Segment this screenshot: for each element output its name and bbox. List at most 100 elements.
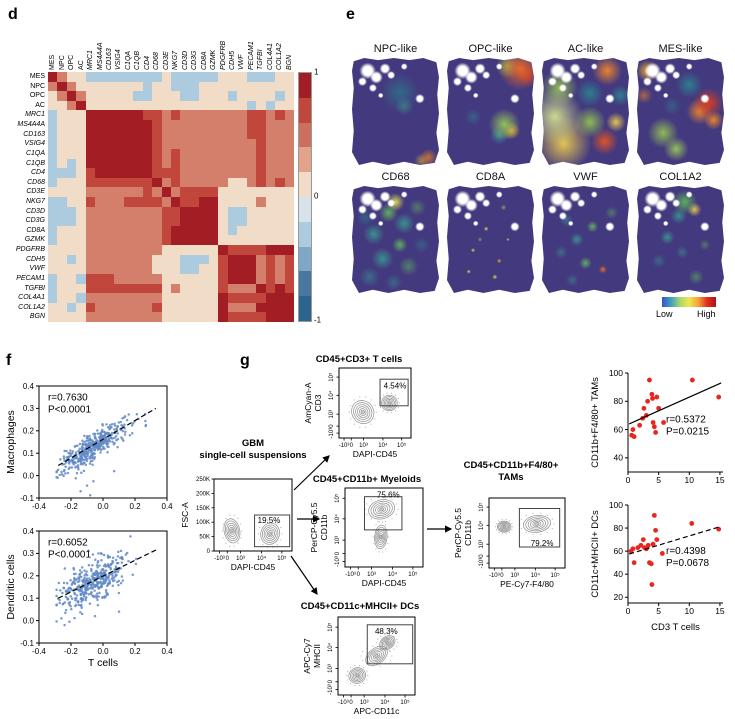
data-point — [127, 559, 130, 563]
data-point — [81, 439, 84, 442]
contour-ring — [355, 404, 371, 420]
heatmap-cell — [85, 91, 96, 101]
heatmap-cell — [180, 216, 190, 226]
heatmap-cell — [57, 158, 67, 169]
heatmap-cell — [142, 206, 153, 217]
heatmap-cell — [199, 235, 209, 246]
heatmap-cell — [275, 72, 285, 82]
data-point — [62, 455, 66, 458]
heatmap-cell — [123, 72, 134, 82]
heatmap-cell — [57, 187, 67, 197]
data-point — [111, 437, 114, 440]
heatmap-cell — [199, 158, 209, 169]
heatmap-cell — [85, 225, 96, 236]
heatmap-colorbar — [298, 72, 312, 322]
data-point — [75, 578, 78, 581]
data-point — [106, 451, 109, 454]
data-point — [86, 584, 89, 587]
heatmap-cell — [246, 216, 257, 226]
data-point — [123, 433, 127, 436]
heatmap-row-label: CDH5 — [25, 255, 45, 263]
data-point — [103, 431, 107, 435]
heatmap-row-label: CD3D — [25, 207, 45, 215]
flow-plot-gbm-gating: -10³ 0 10³ 10⁴ 10⁵ 0 50K 100K 150K 200K 250K DAPI-C… — [180, 477, 293, 572]
data-point — [87, 563, 91, 567]
contour-ring — [357, 406, 369, 418]
heatmap-row-label: VWF — [29, 265, 45, 273]
axis-text: P<0.0001 — [48, 550, 92, 561]
heatmap-cell — [66, 139, 77, 149]
heatmap-cell — [161, 235, 171, 246]
data-point — [76, 588, 80, 591]
axis-text: FSC-A — [180, 502, 190, 528]
data-point — [104, 579, 108, 583]
axis-text: 10⁴ — [328, 390, 335, 400]
heatmap-cell — [227, 206, 238, 217]
heatmap-col-label: C1QB — [134, 50, 142, 70]
axis-text: 10³ — [511, 573, 520, 579]
tile-title-col1a2: COL1A2 — [659, 171, 702, 183]
heatmap-cell — [227, 216, 238, 226]
heatmap-row-label: C1QA — [25, 149, 45, 157]
data-point — [113, 568, 116, 571]
axis-text: 0.2 — [23, 572, 35, 581]
flow-title-dcs: CD45+CD11c+MHCII+ DCs — [300, 601, 420, 612]
heatmap-cell — [180, 177, 190, 188]
heatmap-cell — [123, 216, 134, 226]
heatmap-cell — [256, 302, 266, 313]
heatmap-cell — [265, 293, 276, 303]
heatmap-cell — [85, 81, 96, 92]
data-point — [130, 424, 134, 427]
axis-text: DAPI-CD45 — [362, 578, 407, 588]
data-point — [99, 552, 103, 555]
data-point — [85, 484, 89, 487]
data-point — [71, 582, 74, 585]
heatmap-cell — [227, 158, 238, 169]
data-point — [103, 438, 107, 441]
data-point — [64, 595, 68, 599]
heatmap-cell — [104, 283, 115, 294]
data-point — [659, 551, 665, 556]
heatmap-cell — [76, 216, 86, 226]
data-point — [650, 541, 656, 547]
heatmap-cell — [246, 254, 257, 265]
heatmap-cell — [265, 158, 276, 169]
data-point — [95, 596, 98, 600]
heatmap-cell — [284, 264, 294, 274]
axis-text: -10³ — [345, 572, 356, 578]
heatmap-cell — [161, 81, 171, 92]
heatmap-cell — [180, 273, 190, 284]
heatmap-cell — [114, 120, 124, 130]
axis-text: 48.3% — [375, 627, 398, 636]
heatmap-cell — [123, 81, 134, 92]
data-point — [69, 449, 72, 452]
axis-text: PE-Cy7-F4/80 — [500, 579, 554, 589]
heatmap-cell — [189, 235, 200, 246]
axis-text: 0 — [350, 443, 354, 449]
heatmap-cell — [57, 81, 67, 92]
heatmap-cell — [123, 139, 134, 149]
heatmap-cell — [275, 264, 285, 274]
heatmap-cell — [199, 187, 209, 197]
data-point — [70, 597, 74, 601]
heatmap-cell — [218, 148, 228, 159]
contour-ring — [351, 400, 375, 424]
data-point — [649, 582, 655, 587]
heatmap-cell — [199, 302, 209, 313]
data-point — [91, 440, 95, 444]
data-point — [64, 472, 67, 475]
heatmap-cell — [114, 273, 124, 284]
colorbar-mid-label: 0 — [314, 191, 319, 201]
axis-text: 10⁴ — [334, 514, 341, 524]
data-point — [65, 449, 68, 453]
data-point — [80, 566, 84, 569]
heatmap-cell — [76, 264, 86, 274]
heatmap-col-label: VWF — [238, 54, 246, 70]
heatmap-cell — [57, 168, 67, 178]
heatmap-cell — [256, 91, 266, 101]
data-point — [117, 591, 121, 595]
data-point — [75, 594, 79, 597]
heatmap-cell — [48, 148, 58, 159]
heatmap-cell — [57, 312, 67, 322]
heatmap-cell — [123, 264, 134, 274]
